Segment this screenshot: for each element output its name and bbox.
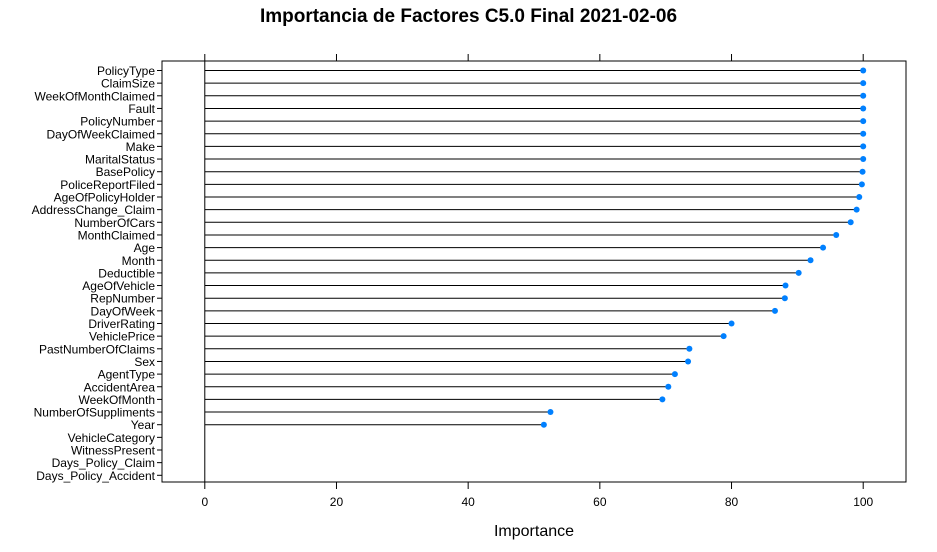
data-point bbox=[860, 92, 867, 99]
y-tick-label: PolicyType bbox=[97, 64, 155, 78]
data-point bbox=[847, 219, 854, 226]
data-point bbox=[856, 194, 863, 200]
data-point bbox=[659, 396, 666, 403]
x-tick-label: 0 bbox=[201, 495, 208, 509]
data-point bbox=[833, 231, 840, 238]
y-tick-label: Sex bbox=[134, 355, 155, 369]
data-point bbox=[781, 295, 788, 302]
data-point bbox=[720, 333, 727, 340]
data-point bbox=[807, 257, 814, 264]
data-point bbox=[547, 409, 554, 416]
y-tick-label: WitnessPresent bbox=[71, 444, 156, 458]
y-tick-label: ClaimSize bbox=[101, 77, 155, 91]
data-point bbox=[540, 421, 547, 428]
data-point bbox=[795, 269, 802, 276]
y-tick-label: WeekOfMonthClaimed bbox=[35, 89, 156, 103]
data-point bbox=[860, 118, 867, 125]
plot-frame bbox=[161, 60, 907, 483]
data-point bbox=[860, 130, 867, 137]
y-tick-label: PastNumberOfClaims bbox=[39, 342, 155, 356]
y-tick-label: Make bbox=[126, 140, 156, 154]
data-point bbox=[820, 244, 827, 251]
y-tick-label: VehiclePrice bbox=[89, 330, 155, 344]
data-point bbox=[860, 156, 867, 163]
x-tick-label: 80 bbox=[725, 495, 739, 509]
x-axis-label: Importance bbox=[494, 523, 574, 540]
y-tick-label: AddressChange_Claim bbox=[32, 203, 155, 217]
data-point bbox=[853, 206, 860, 213]
data-point bbox=[860, 80, 867, 87]
data-point bbox=[671, 371, 678, 378]
chart-title: Importancia de Factores C5.0 Final 2021-… bbox=[259, 6, 678, 27]
data-point bbox=[665, 383, 672, 390]
x-tick-label: 60 bbox=[593, 495, 607, 509]
data-point bbox=[858, 181, 865, 188]
data-point bbox=[860, 105, 867, 112]
y-tick-label: Deductible bbox=[98, 266, 155, 280]
x-tick-label: 100 bbox=[853, 495, 873, 509]
data-point bbox=[782, 282, 789, 289]
y-tick-label: Days_Policy_Accident bbox=[36, 469, 155, 483]
y-tick-label: MaritalStatus bbox=[85, 153, 155, 167]
y-tick-label: AccidentArea bbox=[84, 380, 156, 394]
y-tick-label: DayOfWeekClaimed bbox=[47, 127, 155, 141]
y-tick-label: Fault bbox=[128, 102, 155, 116]
y-tick-label: RepNumber bbox=[90, 292, 155, 306]
x-tick-label: 40 bbox=[461, 495, 475, 509]
data-point bbox=[685, 358, 692, 365]
y-tick-label: NumberOfSuppliments bbox=[34, 406, 155, 420]
y-tick-label: Days_Policy_Claim bbox=[52, 456, 155, 470]
y-tick-label: Year bbox=[131, 418, 155, 432]
data-point bbox=[860, 143, 867, 150]
y-tick-label: AgentType bbox=[98, 368, 156, 382]
data-point bbox=[728, 320, 735, 327]
y-tick-label: Age bbox=[134, 241, 156, 255]
y-tick-label: MonthClaimed bbox=[78, 228, 155, 242]
y-tick-label: BasePolicy bbox=[96, 165, 155, 179]
y-tick-label: NumberOfCars bbox=[74, 216, 155, 230]
y-tick-label: AgeOfVehicle bbox=[82, 279, 155, 293]
data-point bbox=[859, 168, 866, 175]
y-tick-label: DayOfWeek bbox=[91, 304, 156, 318]
y-tick-label: DriverRating bbox=[88, 317, 155, 331]
y-tick-label: PolicyNumber bbox=[80, 115, 155, 129]
y-tick-label: Month bbox=[122, 254, 155, 268]
x-tick-label: 20 bbox=[330, 495, 344, 509]
y-tick-label: VehicleCategory bbox=[68, 431, 155, 445]
y-tick-label: PoliceReportFiled bbox=[60, 178, 155, 192]
data-point bbox=[860, 67, 867, 74]
data-point bbox=[686, 345, 693, 352]
data-point bbox=[771, 307, 778, 314]
y-tick-label: WeekOfMonth bbox=[79, 393, 155, 407]
y-tick-label: AgeOfPolicyHolder bbox=[54, 191, 155, 205]
